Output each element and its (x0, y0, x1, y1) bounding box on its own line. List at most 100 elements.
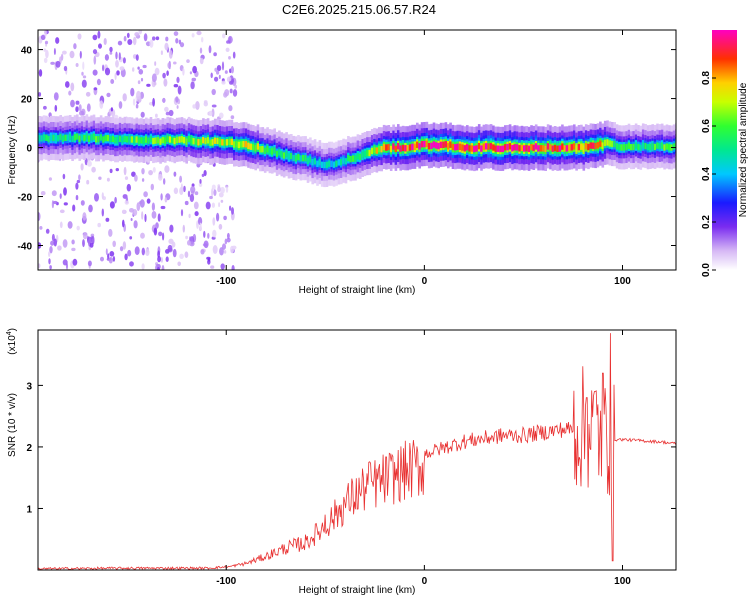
spectrogram-ridge-cell (304, 155, 307, 162)
spectrogram-ridge-cell (656, 142, 659, 149)
spectrogram-noise-speck (134, 174, 138, 182)
snr-line-group (38, 333, 676, 570)
spectrogram-ridge-cell (672, 143, 676, 150)
spectrogram-noise-speck (224, 238, 228, 245)
spectrogram-noise-speck (211, 88, 216, 96)
spectrogram-ridge-cell (658, 143, 662, 150)
spectrogram-noise-speck (208, 45, 212, 54)
spectrogram-ridge-cell (83, 134, 86, 142)
spectrogram-noise-speck (53, 200, 58, 205)
spectrogram-ridge-cell (563, 145, 567, 152)
spectrogram-noise-speck (97, 222, 101, 228)
spectrogram-noise-speck (168, 109, 174, 117)
spectrogram-noise-speck (211, 104, 217, 108)
spectrogram-ridge-cell (637, 143, 640, 151)
spectrogram-ridge-cell (480, 145, 483, 152)
spectrogram-noise-speck (216, 212, 220, 222)
spectrogram-ridge-cell (342, 157, 345, 164)
spectrogram-noise-speck (157, 213, 161, 222)
spectrogram-noise-speck (199, 179, 202, 184)
spectrogram-ridge-cell (378, 146, 381, 153)
spectrogram-noise-speck (212, 245, 218, 254)
spectrogram-noise-speck (109, 201, 115, 209)
spectrogram-noise-speck (68, 90, 72, 96)
spectrogram-noise-speck (212, 229, 217, 238)
spectrogram-noise-speck (167, 62, 171, 69)
spectrogram-ridge-cell (294, 155, 298, 162)
snr-x-tick-label: 0 (422, 576, 428, 587)
spectrogram-noise-speck (151, 73, 157, 83)
spectrogram-ridge-cell (102, 136, 105, 143)
spectrogram-ridge-cell (596, 142, 600, 149)
spectrogram-ridge-cell (432, 141, 436, 148)
spectrogram-ridge-cell (375, 147, 379, 154)
spectrogram-noise-speck (122, 219, 125, 228)
spectrogram-noise-speck (171, 241, 176, 248)
spectrogram-noise-speck (162, 232, 165, 241)
spectrogram-ridge-cell (266, 146, 269, 153)
spectrogram-ridge-cell (366, 149, 369, 157)
snr-y-tick-label: 3 (26, 381, 32, 392)
spectrogram-x-ticks: -100 0 100 (216, 30, 631, 287)
spectrogram-noise-speck (135, 54, 139, 61)
spectrogram-noise-speck (67, 221, 73, 229)
spectrogram-noise-speck (78, 174, 81, 181)
spectrogram-ridge-cell (161, 136, 165, 144)
spectrogram-noise-speck (212, 217, 216, 226)
spectrogram-noise-speck (203, 101, 208, 107)
spectrogram-ridge-cell (154, 137, 158, 144)
spectrogram-noise-speck (43, 48, 47, 52)
spectrogram-ridge-cell (389, 145, 393, 153)
spectrogram-noise-speck (152, 97, 156, 107)
spectrogram-y-ticks: -40 -20 0 20 40 (18, 46, 676, 253)
spectrogram-ridge-cell (57, 135, 60, 142)
spectrogram-ylabel: Frequency (Hz) (7, 116, 18, 185)
spectrogram-noise-speck (218, 202, 221, 208)
spectrogram-noise-speck (134, 32, 140, 37)
spectrogram-ridge-cell (330, 160, 333, 167)
spectrogram-noise-speck (78, 104, 82, 112)
spectrogram-ridge-cell (211, 139, 215, 146)
colorbar: 0.0 0.2 0.4 0.6 0.8 Normalized spectral ampl… (701, 30, 749, 277)
spectrogram-ridge-cell (447, 143, 450, 150)
spectrogram-ridge-cell (373, 146, 376, 154)
spectrogram-noise-speck (234, 84, 237, 89)
spectrogram-ridge-cell (230, 138, 234, 146)
spectrogram-noise-speck (175, 38, 179, 44)
spectrogram-noise-speck (186, 59, 190, 63)
spectrogram-noise-speck (154, 61, 157, 66)
spectrogram-ridge-cell (216, 137, 219, 145)
spectrogram-ridge-cell (178, 136, 181, 143)
spectrogram-noise-speck (139, 200, 143, 205)
spectrogram-noise-speck (63, 65, 68, 72)
spectrogram-ridge-cell (64, 134, 67, 141)
spectrogram-ridge-cell (565, 145, 569, 152)
spectrogram-noise-speck (152, 167, 156, 173)
spectrogram-ridge-cell (175, 136, 179, 144)
spectrogram-noise-speck (45, 228, 50, 234)
spectrogram-noise-speck (165, 256, 169, 263)
spectrogram-ridge-cell (166, 135, 169, 142)
spectrogram-noise-speck (169, 224, 174, 233)
spectrogram-ridge-cell (225, 139, 229, 146)
spectrogram-ridge-cell (285, 150, 288, 158)
spectrogram-noise-speck (203, 230, 206, 238)
spectrogram-noise-speck (173, 187, 179, 195)
spectrogram-ridge-cell (299, 155, 303, 162)
spectrogram-noise-speck (160, 257, 163, 263)
spectrogram-ridge-cell (653, 143, 657, 151)
spectrogram-noise-speck (176, 105, 179, 109)
spectrogram-ridge-cell (263, 147, 267, 154)
spectrogram-noise-speck (224, 70, 228, 74)
spectrogram-noise-speck (184, 251, 189, 258)
spectrogram-noise-speck (207, 257, 211, 262)
spectrogram-ridge-cell (646, 144, 650, 151)
spectrogram-ridge-cell (485, 143, 488, 150)
spectrogram-noise-speck (168, 50, 173, 59)
spectrogram-ridge-cell (87, 135, 91, 142)
spectrogram-ridge-cell (594, 142, 597, 150)
spectrogram-noise-speck (218, 223, 223, 230)
spectrogram-ridge-cell (525, 145, 528, 152)
spectrogram-noise-speck (133, 220, 138, 229)
spectrogram-ridge-cell (489, 143, 493, 150)
